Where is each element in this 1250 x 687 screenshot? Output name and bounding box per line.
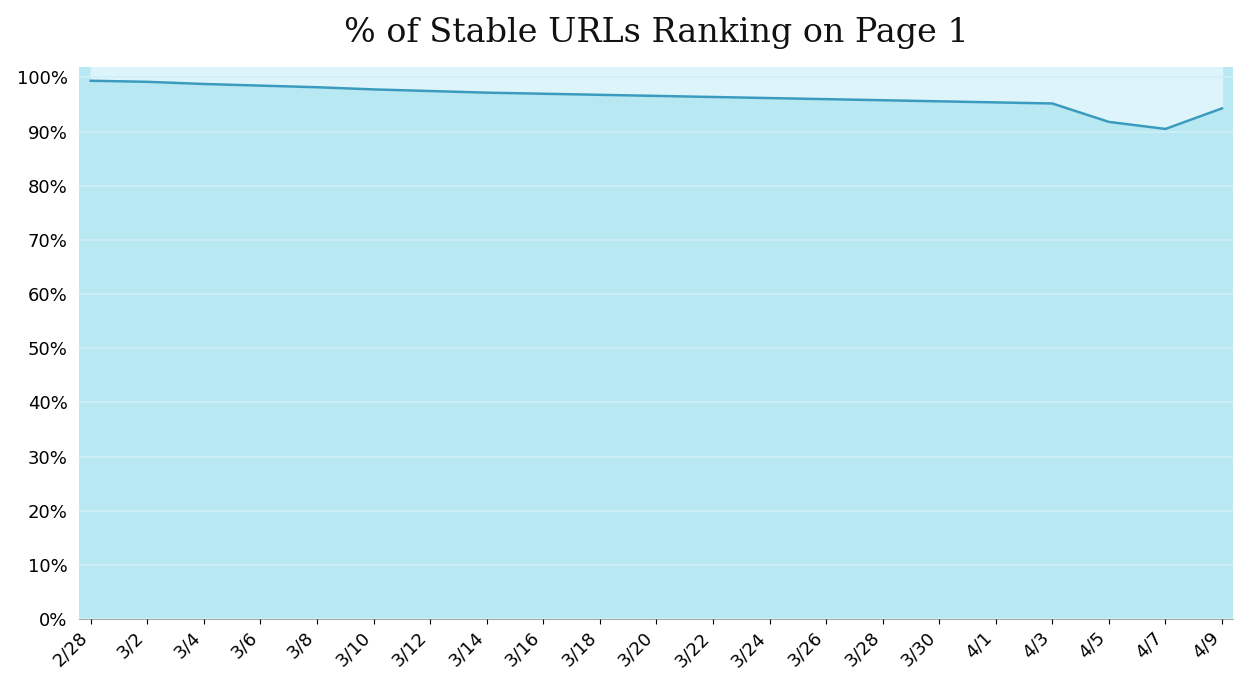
Title: % of Stable URLs Ranking on Page 1: % of Stable URLs Ranking on Page 1 <box>344 16 969 49</box>
